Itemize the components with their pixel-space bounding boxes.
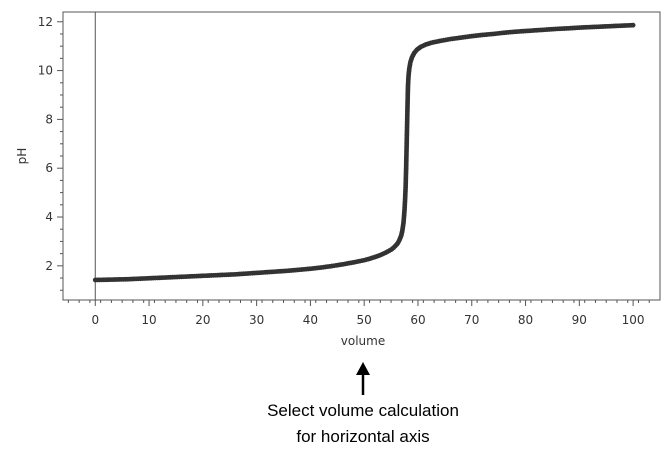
x-tick-label: 50 <box>357 313 372 327</box>
x-tick-label: 70 <box>464 313 479 327</box>
data-series <box>92 22 636 283</box>
x-tick-label: 0 <box>91 313 99 327</box>
y-axis: 2 4 6 8 10 12 <box>38 15 63 273</box>
y-tick-label: 6 <box>45 161 53 175</box>
x-tick-label: 30 <box>249 313 264 327</box>
y-tick-label: 4 <box>45 210 53 224</box>
up-arrow-icon <box>356 362 370 395</box>
y-axis-title: pH <box>15 148 29 165</box>
x-tick-label: 10 <box>141 313 156 327</box>
x-tick-label: 100 <box>622 313 645 327</box>
y-tick-label: 2 <box>45 259 53 273</box>
x-axis: 0 10 20 30 40 50 60 70 80 90 100 <box>91 300 645 327</box>
minor-ticks <box>60 33 650 303</box>
x-tick-label: 80 <box>518 313 533 327</box>
plot-frame <box>62 11 661 301</box>
y-tick-label: 12 <box>38 15 53 29</box>
annotation-line-1: Select volume calculation <box>267 401 459 420</box>
y-tick-label: 10 <box>38 64 53 78</box>
x-tick-label: 20 <box>195 313 210 327</box>
annotation-line-2: for horizontal axis <box>296 427 430 446</box>
data-point <box>630 22 636 28</box>
y-tick-label: 8 <box>45 112 53 126</box>
x-tick-label: 40 <box>303 313 318 327</box>
x-axis-title: volume <box>341 334 385 348</box>
x-tick-label: 90 <box>572 313 587 327</box>
x-tick-label: 60 <box>410 313 425 327</box>
